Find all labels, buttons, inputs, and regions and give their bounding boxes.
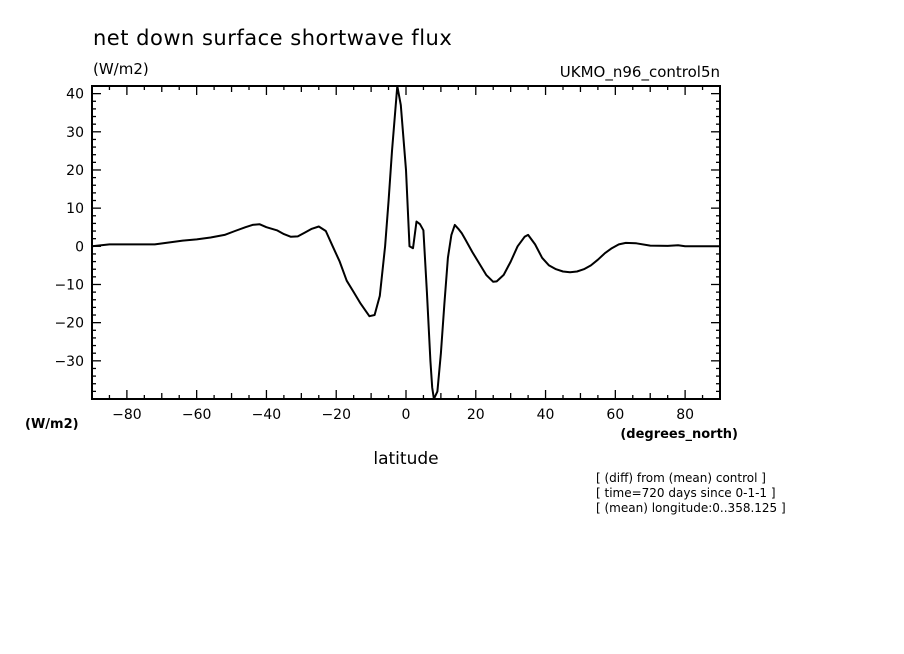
units-label: (W/m2) — [93, 60, 149, 78]
x-tick-label: 40 — [537, 407, 555, 423]
y-tick-label: −30 — [54, 354, 84, 370]
x-tick-label: −60 — [182, 407, 212, 423]
x-axis-unit-label: (degrees_north) — [620, 427, 738, 442]
y-tick-label: −10 — [54, 277, 84, 293]
y-tick-label: −20 — [54, 316, 84, 332]
y-tick-label: 30 — [66, 125, 84, 141]
x-tick-label: 0 — [402, 407, 411, 423]
series-line — [91, 85, 720, 400]
note-line-3: [ (mean) longitude:0..358.125 ] — [596, 501, 786, 515]
chart-title: net down surface shortwave flux — [93, 26, 452, 50]
x-tick-label: 80 — [676, 407, 694, 423]
x-tick-label: 20 — [467, 407, 485, 423]
note-line-1: [ (diff) from (mean) control ] — [596, 471, 766, 485]
note-line-2: [ time=720 days since 0-1-1 ] — [596, 486, 776, 500]
x-axis-label: latitude — [373, 449, 438, 469]
y-tick-label: 40 — [66, 87, 84, 103]
axis-tick-labels: −80 −60 −40 −20 0 20 40 60 80 40 30 20 10 0 −10 −20 −30 — [54, 87, 694, 423]
x-tick-label: −80 — [112, 407, 142, 423]
y-tick-label: 20 — [66, 163, 84, 179]
model-label: UKMO_n96_control5n — [560, 63, 720, 82]
y-tick-label: 0 — [75, 239, 84, 255]
x-tick-label: 60 — [606, 407, 624, 423]
y-tick-label: 10 — [66, 201, 84, 217]
x-tick-label: −20 — [321, 407, 351, 423]
x-tick-label: −40 — [252, 407, 282, 423]
y-axis-unit-label: (W/m2) — [25, 417, 79, 432]
plot-frame — [91, 85, 721, 400]
